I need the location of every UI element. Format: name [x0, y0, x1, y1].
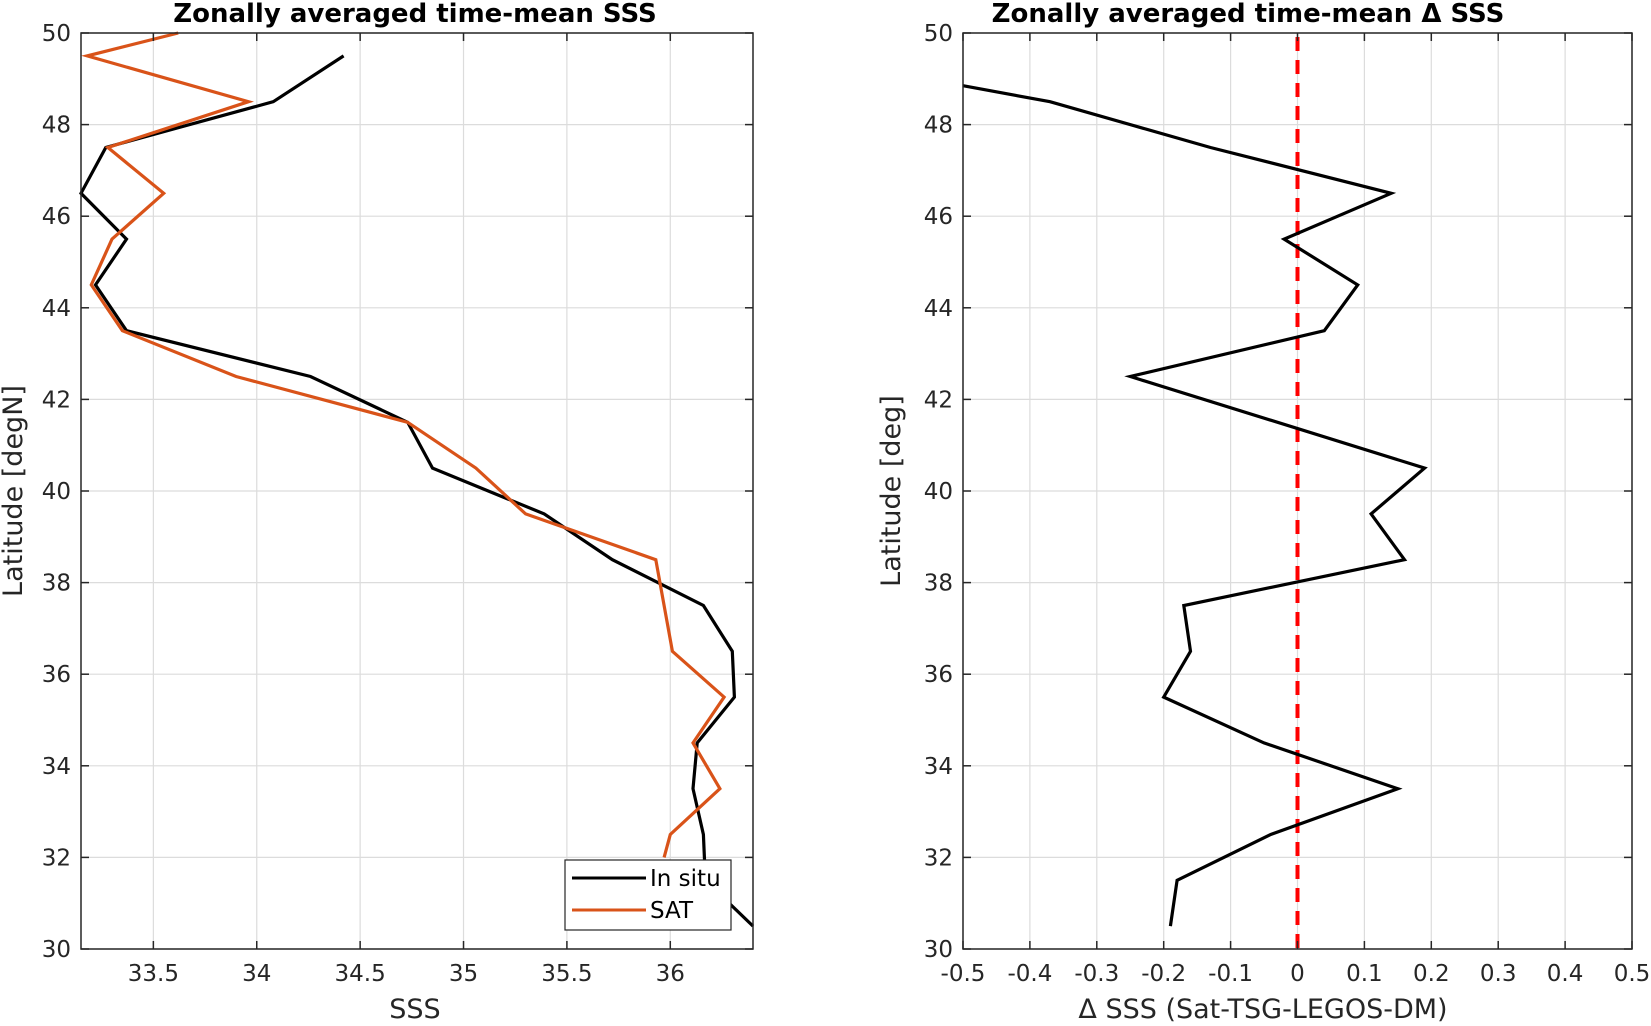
chart-left: Zonally averaged time-mean SSS 33.5 34 34.…	[0, 0, 755, 1025]
chart-right-series	[962, 84, 1428, 927]
x-tick-label: 0.1	[1346, 961, 1383, 987]
y-tick-label: 42	[42, 387, 71, 413]
chart-right-ticks: -0.5 -0.4 -0.3 -0.2 -0.1 0 0.1 0.2 0.3 0.4 0.5 30 32…	[924, 21, 1651, 987]
y-tick-label: 48	[924, 113, 953, 139]
x-tick-label: 33.5	[128, 961, 179, 987]
x-tick-label: 36	[656, 961, 685, 987]
y-tick-label: 46	[924, 204, 953, 230]
y-tick-label: 44	[924, 296, 953, 322]
y-tick-label: 38	[924, 571, 953, 597]
y-tick-label: 46	[42, 204, 71, 230]
y-tick-label: 48	[42, 113, 71, 139]
y-tick-label: 42	[924, 387, 953, 413]
y-tick-label: 30	[924, 937, 953, 963]
x-tick-label: 0	[1290, 961, 1305, 987]
chart-left-y-axis-label: Latitude [degN]	[0, 385, 29, 597]
x-tick-label: 34.5	[335, 961, 386, 987]
series-line-sat	[81, 31, 727, 858]
x-tick-label: -0.1	[1208, 961, 1253, 987]
chart-right-title: Zonally averaged time-mean Δ SSS	[992, 0, 1505, 29]
x-tick-label: -0.3	[1074, 961, 1119, 987]
chart-left-series	[79, 31, 755, 928]
y-tick-label: 30	[42, 937, 71, 963]
x-tick-label: 0.5	[1614, 961, 1651, 987]
y-tick-label: 32	[42, 845, 71, 871]
x-tick-label: 35.5	[541, 961, 592, 987]
y-tick-label: 32	[924, 845, 953, 871]
chart-left-grid	[81, 32, 753, 950]
x-tick-label: 34	[242, 961, 271, 987]
legend-box	[564, 859, 732, 931]
x-tick-label: 0.3	[1480, 961, 1517, 987]
x-tick-label: 0.4	[1547, 961, 1584, 987]
chart-left-legend: In situ SAT	[564, 859, 732, 931]
y-tick-label: 36	[42, 662, 71, 688]
y-tick-label: 34	[42, 754, 71, 780]
chart-right-x-axis-label: Δ SSS (Sat-TSG-LEGOS-DM)	[1078, 994, 1447, 1025]
y-tick-label: 36	[924, 662, 953, 688]
y-tick-label: 40	[42, 479, 71, 505]
series-line-in-situ	[79, 54, 755, 928]
y-tick-label: 40	[924, 479, 953, 505]
legend-label-in-situ: In situ	[650, 866, 721, 892]
x-tick-label: -0.2	[1141, 961, 1186, 987]
y-tick-label: 50	[42, 21, 71, 47]
chart-left-x-axis-label: SSS	[389, 994, 440, 1025]
chart-left-title: Zonally averaged time-mean SSS	[173, 0, 657, 29]
y-tick-label: 50	[924, 21, 953, 47]
y-tick-label: 44	[42, 296, 71, 322]
x-tick-label: 35	[449, 961, 478, 987]
x-tick-label: 0.2	[1413, 961, 1450, 987]
chart-left-ticks: 33.5 34 34.5 35 35.5 36 30 32 34 36 38 40 42 44 46 48 50	[42, 21, 753, 987]
series-line-delta-sss	[962, 84, 1428, 927]
y-tick-label: 34	[924, 754, 953, 780]
x-tick-label: -0.5	[941, 961, 986, 987]
chart-right-y-axis-label: Latitude [deg]	[876, 395, 907, 587]
x-tick-label: -0.4	[1007, 961, 1052, 987]
chart-right: Zonally averaged time-mean Δ SSS -0.5 -0.…	[876, 0, 1650, 1025]
y-tick-label: 38	[42, 571, 71, 597]
legend-label-sat: SAT	[650, 898, 694, 924]
